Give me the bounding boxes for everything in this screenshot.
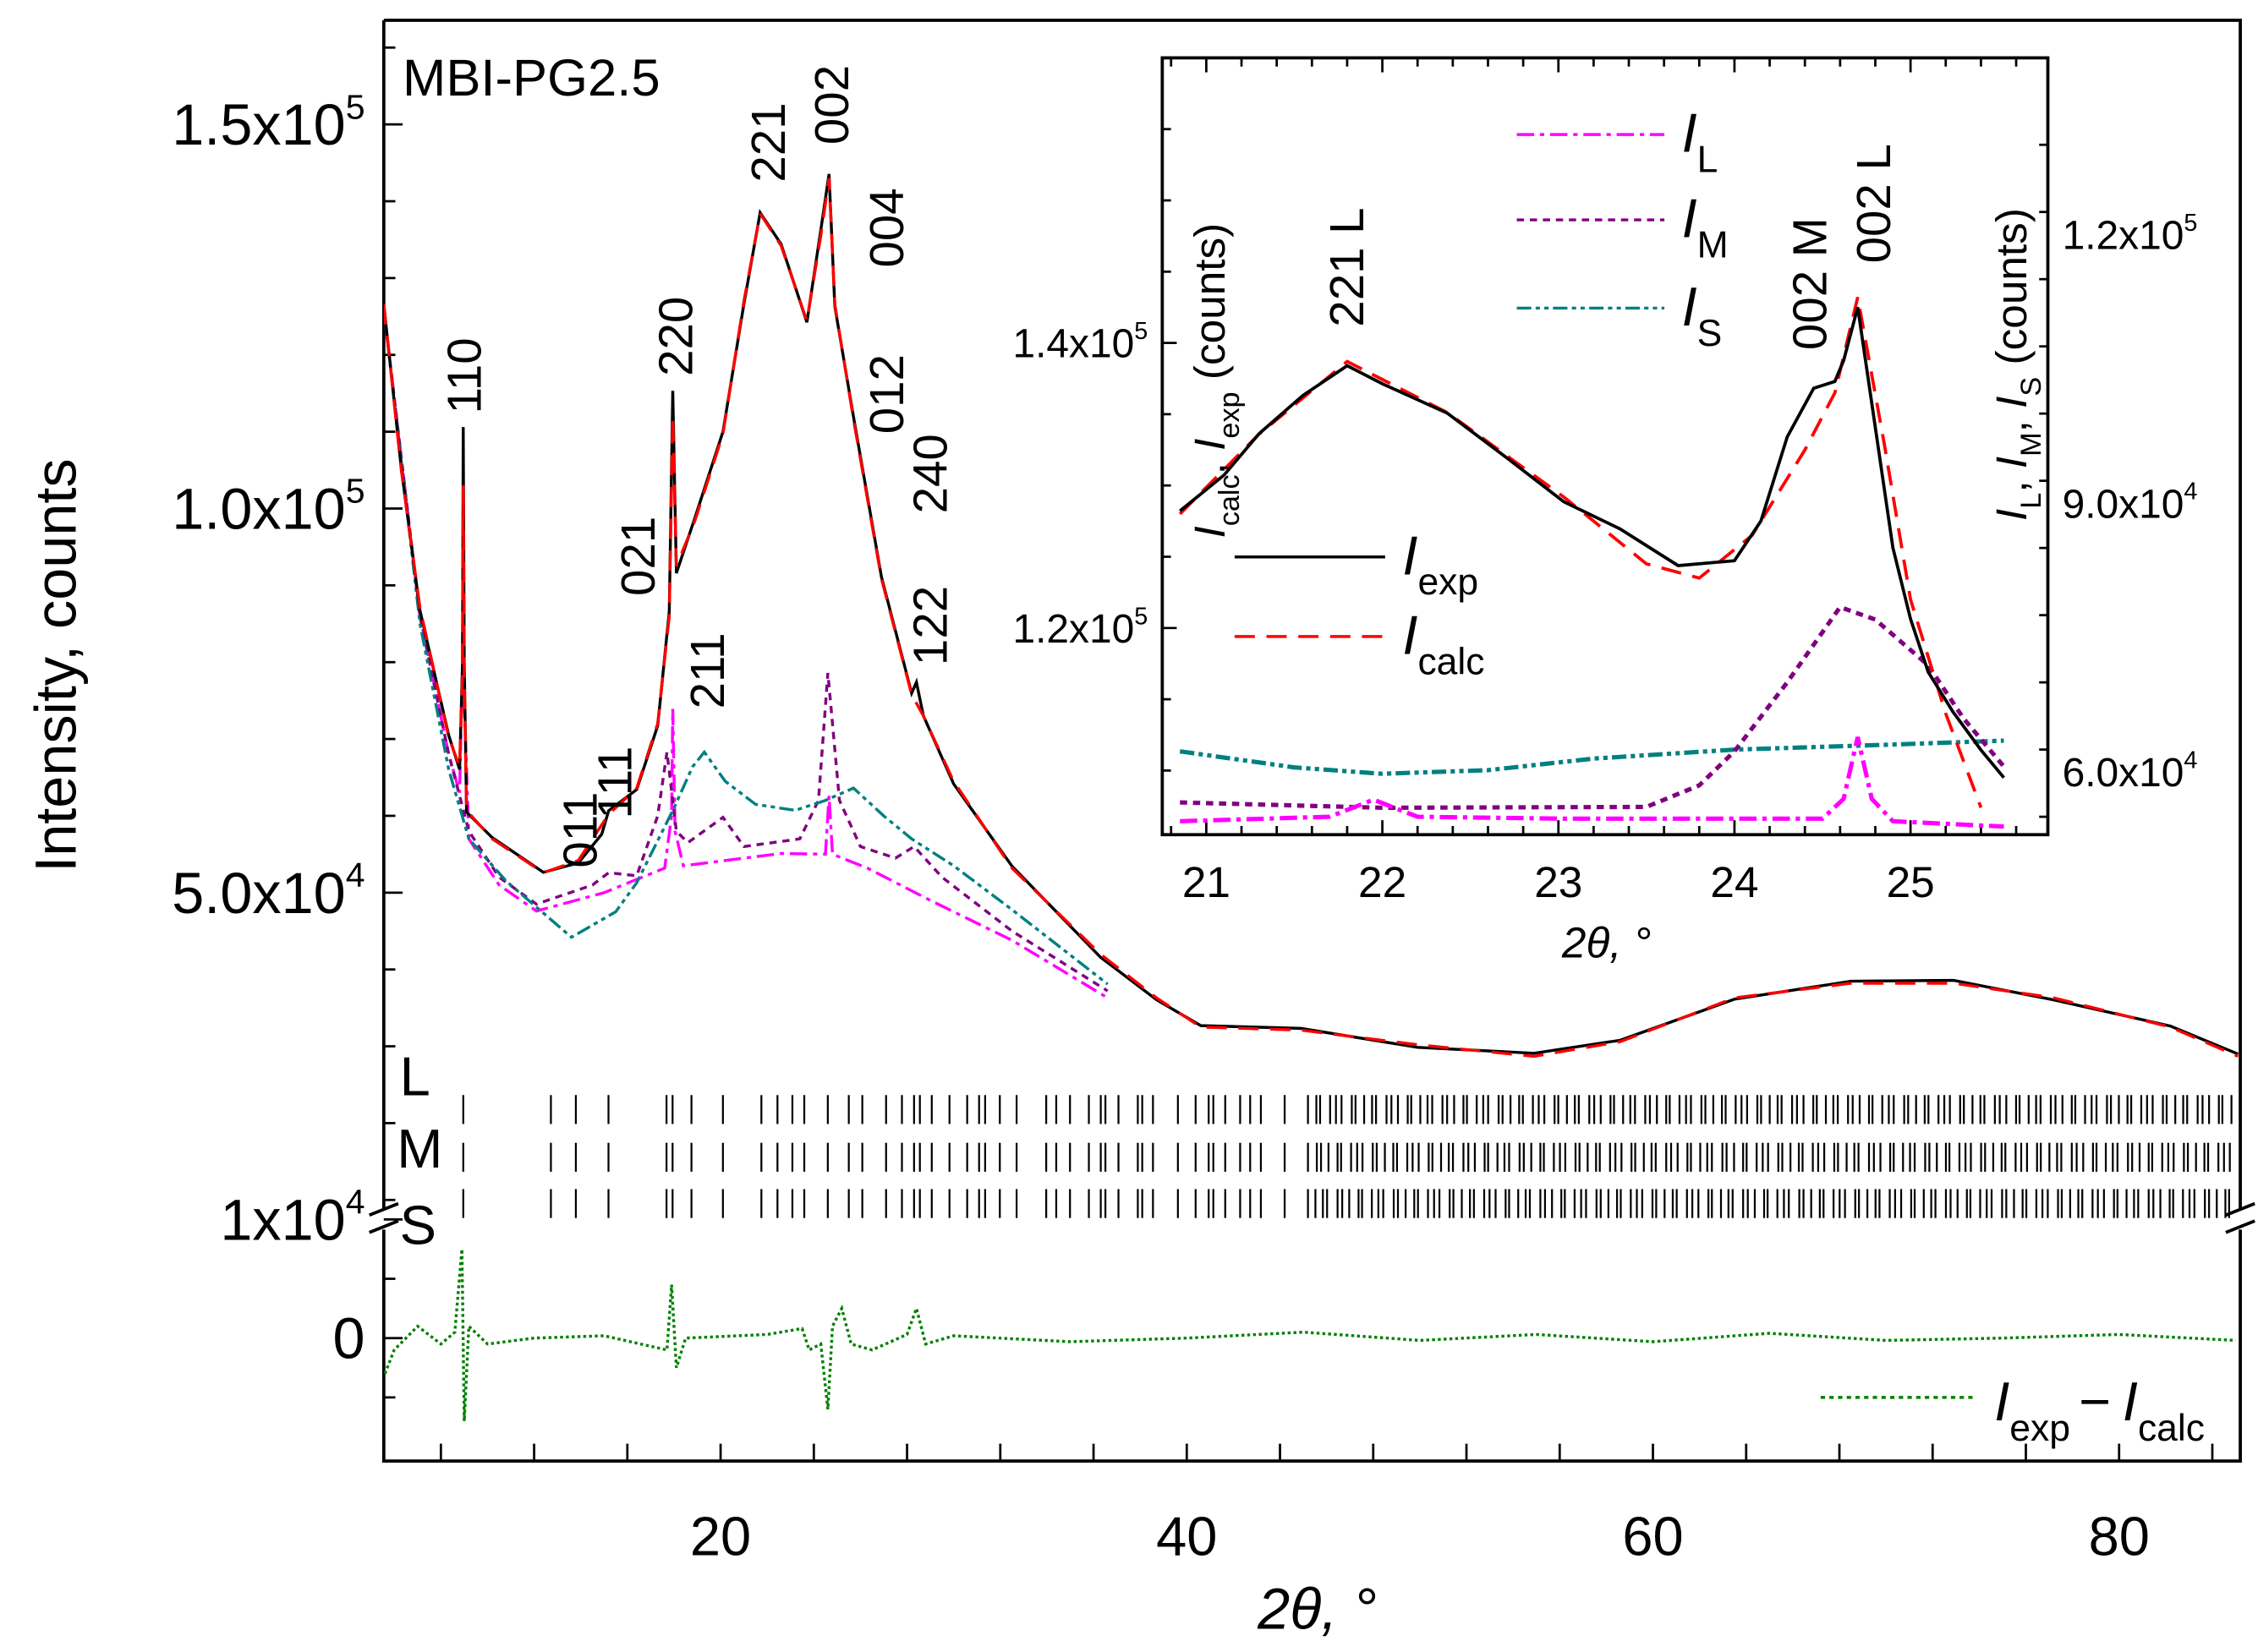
peak-label-240: 240 [903,434,956,513]
inset-annotation-221l: 221 L [1320,207,1373,326]
reflection-row-m [462,1142,2231,1172]
inset-legend-i-s: IS [1516,276,1723,354]
legend-label-difference: Iexp − Icalc [1994,1370,2205,1449]
inset-right-y-tick-label: 6.0x104 [2063,747,2198,796]
phase-label-m: M [397,1118,442,1179]
inset-series-i-calc [1178,297,1983,808]
inset-right-y-tick-label: 9.0x104 [2063,479,2198,528]
inset-right-y-title: IL, IM, IS (counts) [1987,208,2047,521]
reflection-row-l [462,1095,2233,1124]
series-i-m [383,309,1109,993]
y-axis-title: Intensity, counts [23,458,88,872]
y-tick-label: 1.0x105 [172,472,364,542]
inset-legend-i-m: IM [1516,188,1729,266]
series-i-l [383,309,1109,999]
y-tick-label: 1.5x105 [172,87,364,157]
x-tick-label: 20 [690,1505,751,1567]
y-tick-label-lower: 1x104 [220,1183,364,1253]
axis-break-marks [369,1201,2255,1234]
phase-label-l: L [400,1045,430,1107]
phase-label-s: S [400,1194,436,1255]
legend-label: IL [1682,102,1718,181]
x-axis-title: 2θ, ° [1257,1577,1377,1642]
series-difference [383,1249,2236,1422]
peak-label-211: 211 [681,632,734,708]
peak-label-002: 002 [805,65,858,145]
peak-label-011: 011 [553,792,606,868]
inset-legend-i-l: IL [1516,102,1718,181]
legend-label: Icalc [1402,604,1484,682]
inset-annotation-002l: 002 L [1847,144,1900,263]
legend-label: IM [1682,188,1729,266]
peak-label-012: 012 [860,354,913,434]
inset-annotation-002m: 002 M [1784,217,1837,350]
y-tick-label: 5.0x104 [172,856,364,926]
x-tick-label: 80 [2089,1505,2150,1567]
inset-x-tick-label: 23 [1534,858,1582,906]
legend-label: Iexp [1402,524,1478,603]
main-plot-frame [381,19,2242,1463]
peak-label-122: 122 [903,586,956,665]
inset-left-y-title: Icalc, Iexp (counts) [1186,223,1246,539]
inset-x-axis-title: 2θ, ° [1561,919,1651,967]
series-i-calc [383,178,2239,1058]
peak-label-221: 221 [742,102,795,182]
inset-legend-i-exp: Iexp [1234,524,1478,603]
y-tick-label-lower: 0 [333,1306,365,1371]
inset-series-i-exp [1179,306,2005,780]
series-i-s [383,309,1109,986]
inset-series-i-m [1180,604,2006,811]
peak-label-111: 111 [588,747,641,819]
inset-plot: 21 22 23 24 25 1.4x105 1.2x105 1.2x105 9.0x104 6.… [1012,56,2198,967]
peak-label-004: 004 [860,188,913,267]
inset-left-y-tick-label: 1.2x105 [1012,603,1148,652]
sample-title: MBI-PG2.5 [403,49,660,107]
x-tick-label: 60 [1622,1505,1683,1567]
inset-legend-i-calc: Icalc [1234,604,1485,682]
inset-x-tick-label: 25 [1887,858,1935,906]
peak-label-110: 110 [437,337,491,413]
inset-x-tick-label: 24 [1710,858,1758,906]
reflection-row-s [462,1189,2230,1218]
legend-difference: Iexp − Icalc [1820,1370,2205,1449]
inset-x-tick-label: 22 [1358,858,1406,906]
inset-x-tick-label: 21 [1182,858,1230,906]
peak-label-021: 021 [611,517,665,596]
inset-series-i-s [1179,738,2004,776]
peak-label-220: 220 [649,297,702,376]
inset-frame [1160,56,2050,837]
inset-series-i-l [1180,736,2004,829]
inset-left-y-tick-label: 1.4x105 [1012,318,1148,367]
inset-right-y-tick-label: 1.2x105 [2063,210,2198,259]
main-plot: 20 40 60 80 1.5x105 1.0x105 5.0x104 1x104 0 110 0… [23,19,2255,1642]
x-tick-label: 40 [1156,1505,1217,1567]
legend-label: IS [1682,276,1723,354]
